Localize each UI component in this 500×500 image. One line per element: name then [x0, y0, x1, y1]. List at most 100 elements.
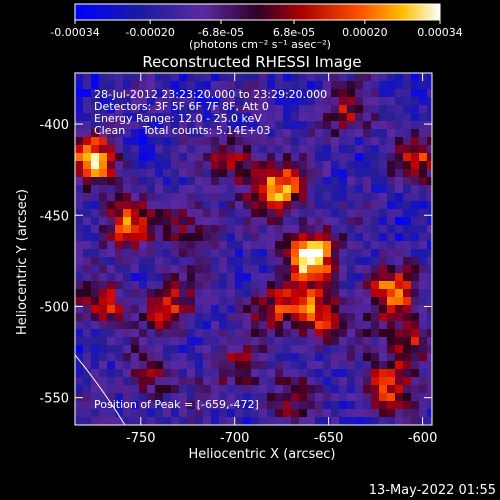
- heatmap-cell: [307, 409, 315, 417]
- heatmap-cell: [371, 153, 379, 161]
- heatmap-cell: [83, 241, 91, 249]
- heatmap-cell: [403, 417, 411, 425]
- heatmap-cell: [195, 401, 203, 409]
- heatmap-cell: [203, 321, 211, 329]
- heatmap-cell: [75, 113, 83, 121]
- heatmap-cell: [195, 193, 203, 201]
- heatmap-cell: [307, 169, 315, 177]
- heatmap-cell: [227, 273, 235, 281]
- heatmap-cell: [355, 161, 363, 169]
- heatmap-cell: [139, 321, 147, 329]
- heatmap-cell: [403, 89, 411, 97]
- heatmap-cell: [275, 369, 283, 377]
- heatmap-cell: [147, 233, 155, 241]
- heatmap-cell: [147, 321, 155, 329]
- heatmap-cell: [147, 145, 155, 153]
- heatmap-cell: [275, 305, 283, 313]
- heatmap-cell: [227, 313, 235, 321]
- heatmap-cell: [179, 185, 187, 193]
- heatmap-cell: [275, 129, 283, 137]
- heatmap-cell: [259, 289, 267, 297]
- colorbar-tick-label: 0.00034: [417, 26, 463, 39]
- heatmap-cell: [219, 145, 227, 153]
- heatmap-cell: [235, 257, 243, 265]
- heatmap-cell: [235, 249, 243, 257]
- heatmap-cell: [107, 185, 115, 193]
- heatmap-cell: [155, 145, 163, 153]
- heatmap-cell: [411, 193, 419, 201]
- heatmap-cell: [267, 121, 275, 129]
- heatmap-cell: [211, 249, 219, 257]
- heatmap-cell: [131, 193, 139, 201]
- heatmap-cell: [203, 345, 211, 353]
- heatmap-cell: [411, 137, 419, 145]
- heatmap-cell: [331, 257, 339, 265]
- heatmap-cell: [371, 225, 379, 233]
- heatmap-cell: [203, 89, 211, 97]
- heatmap-cell: [219, 129, 227, 137]
- heatmap-cell: [427, 105, 432, 113]
- heatmap-cell: [395, 377, 403, 385]
- heatmap-cell: [387, 177, 395, 185]
- heatmap-cell: [275, 265, 283, 273]
- heatmap-cell: [219, 249, 227, 257]
- heatmap-cell: [115, 169, 123, 177]
- heatmap-cell: [267, 225, 275, 233]
- heatmap-cell: [203, 105, 211, 113]
- heatmap-cell: [163, 137, 171, 145]
- heatmap-cell: [411, 265, 419, 273]
- heatmap-cell: [219, 377, 227, 385]
- heatmap-cell: [331, 145, 339, 153]
- heatmap-cell: [163, 153, 171, 161]
- heatmap-cell: [179, 281, 187, 289]
- heatmap-cell: [91, 217, 99, 225]
- heatmap-cell: [131, 313, 139, 321]
- heatmap-cell: [427, 353, 432, 361]
- heatmap-cell: [267, 129, 275, 137]
- heatmap-cell: [155, 193, 163, 201]
- heatmap-cell: [227, 145, 235, 153]
- heatmap-cell: [259, 137, 267, 145]
- heatmap-cell: [259, 313, 267, 321]
- heatmap-cell: [307, 73, 315, 81]
- heatmap-cell: [315, 289, 323, 297]
- heatmap-cell: [91, 169, 99, 177]
- heatmap-cell: [163, 265, 171, 273]
- heatmap-cell: [75, 241, 83, 249]
- heatmap-cell: [219, 89, 227, 97]
- heatmap-cell: [99, 81, 107, 89]
- heatmap-cell: [251, 297, 259, 305]
- heatmap-cell: [315, 417, 323, 425]
- heatmap-cell: [75, 81, 83, 89]
- heatmap-cell: [91, 161, 99, 169]
- heatmap-cell: [155, 249, 163, 257]
- heatmap-cell: [275, 377, 283, 385]
- heatmap-cell: [155, 81, 163, 89]
- heatmap-cell: [411, 393, 419, 401]
- heatmap-cell: [251, 337, 259, 345]
- heatmap-cell: [283, 121, 291, 129]
- heatmap-cell: [371, 321, 379, 329]
- heatmap-cell: [419, 161, 427, 169]
- heatmap-cell: [243, 297, 251, 305]
- heatmap-cell: [187, 417, 195, 425]
- heatmap-cell: [339, 385, 347, 393]
- heatmap-cell: [339, 177, 347, 185]
- heatmap-cell: [211, 201, 219, 209]
- heatmap-cell: [307, 345, 315, 353]
- heatmap-cell: [427, 201, 432, 209]
- heatmap-cell: [299, 313, 307, 321]
- heatmap-cell: [379, 385, 387, 393]
- heatmap-cell: [275, 73, 283, 81]
- heatmap-cell: [291, 329, 299, 337]
- heatmap-cell: [347, 225, 355, 233]
- heatmap-cell: [387, 113, 395, 121]
- heatmap-cell: [179, 153, 187, 161]
- heatmap-cell: [99, 321, 107, 329]
- heatmap-cell: [131, 129, 139, 137]
- heatmap-cell: [131, 233, 139, 241]
- heatmap-cell: [155, 417, 163, 425]
- heatmap-cell: [259, 281, 267, 289]
- heatmap-cell: [219, 265, 227, 273]
- heatmap-cell: [379, 225, 387, 233]
